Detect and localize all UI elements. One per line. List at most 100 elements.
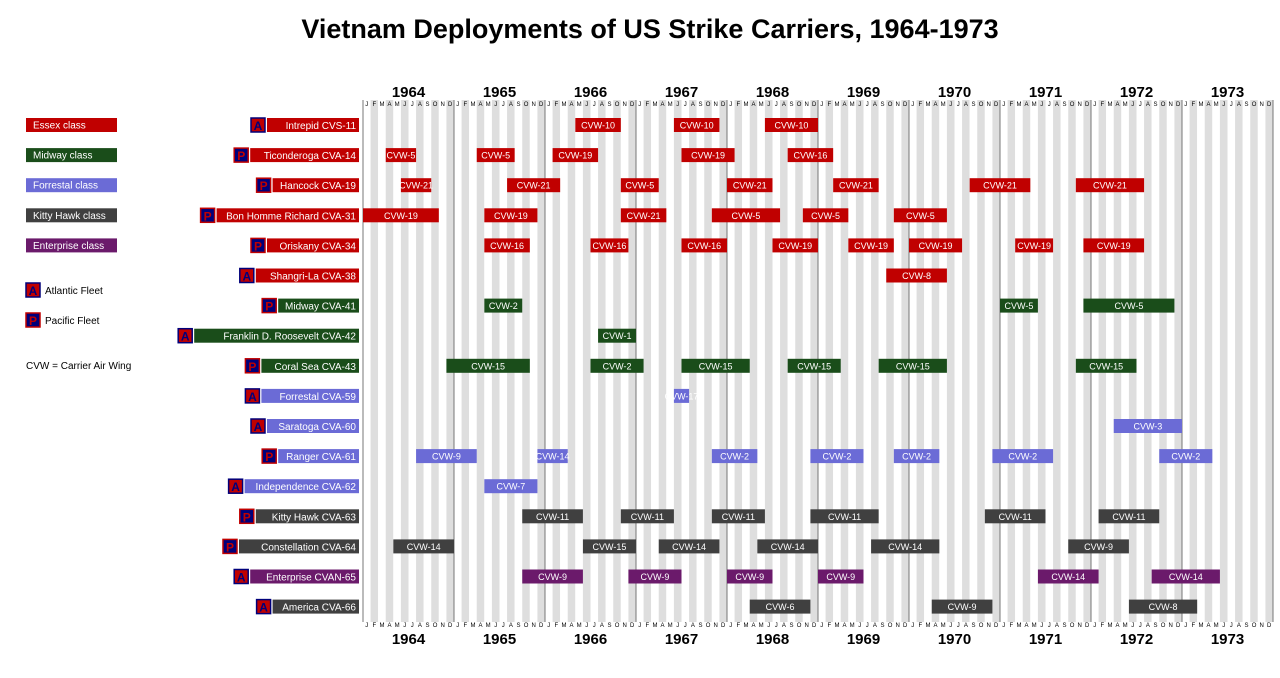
fleet-letter: P [243, 510, 251, 524]
month-tick-label-top: M [1016, 102, 1021, 108]
month-tick-label-top: D [903, 102, 908, 108]
month-tick-label-top: J [775, 102, 778, 108]
deployment-label: CVW-19 [919, 241, 953, 251]
deployment-label: CVW-19 [558, 151, 592, 161]
deployment-bar [711, 509, 765, 524]
deployment-label: CVW-14 [771, 542, 805, 552]
month-tick-label-top: J [593, 102, 596, 108]
deployment-label: CVW-11 [1112, 512, 1145, 522]
deployment-label: CVW-14 [672, 542, 706, 552]
month-tick-label-bottom: A [934, 623, 938, 629]
month-tick-label-top: N [804, 102, 808, 108]
year-label-bottom: 1966 [574, 631, 607, 648]
month-tick-label-bottom: A [509, 623, 513, 629]
month-stripe [992, 100, 1000, 622]
ship-name: Intrepid CVS-11 [286, 121, 357, 132]
month-stripe [378, 100, 386, 622]
month-stripe [1250, 100, 1258, 622]
deployment-label: CVW-14 [407, 542, 441, 552]
deployment-label: CVW-5 [386, 151, 415, 161]
legend-class-swatch [26, 208, 117, 223]
month-stripe [673, 100, 682, 622]
month-stripe [1022, 100, 1031, 622]
month-tick-label-top: J [547, 102, 550, 108]
month-tick-label-bottom: A [1025, 623, 1029, 629]
month-stripe [1174, 100, 1182, 622]
month-tick-label-top: M [1214, 102, 1219, 108]
month-tick-label-top: A [752, 102, 756, 108]
ship-name: Constellation CVA-64 [261, 542, 356, 553]
month-tick-label-top: M [668, 102, 673, 108]
deployment-label: CVW-5 [1005, 301, 1034, 311]
month-tick-label-bottom: M [668, 623, 673, 629]
deployment-label: CVW-15 [699, 361, 733, 371]
ship-label-box [267, 419, 359, 433]
deployment-label: CVW-3 [1133, 422, 1162, 432]
month-tick-label-bottom: J [949, 623, 952, 629]
month-tick-label-top: J [1131, 102, 1134, 108]
month-tick-label-bottom: S [516, 623, 520, 629]
month-tick-label-top: M [1198, 102, 1203, 108]
deployment-bar [893, 208, 947, 223]
deployment-bar [681, 238, 727, 253]
deployment-bar [484, 208, 538, 223]
deployment-label: CVW-5 [481, 151, 510, 161]
year-label-bottom: 1967 [665, 631, 698, 648]
deployment-label: CVW-2 [489, 301, 518, 311]
deployment-bar [711, 208, 781, 223]
month-tick-label-top: A [418, 102, 422, 108]
month-tick-label-bottom: J [1040, 623, 1043, 629]
deployment-label: CVW-10 [680, 121, 714, 131]
year-label-top: 1967 [665, 84, 698, 101]
month-tick-label-bottom: S [1062, 623, 1066, 629]
deployment-bar [1151, 569, 1220, 584]
month-tick-label-top: A [1025, 102, 1029, 108]
year-label-bottom: 1964 [392, 631, 426, 648]
legend-fleet-label: Pacific Fleet [45, 316, 100, 327]
month-tick-label-top: O [979, 102, 984, 108]
month-tick-label-bottom: A [418, 623, 422, 629]
fleet-badge [244, 358, 261, 374]
month-tick-label-bottom: J [1184, 623, 1187, 629]
fleet-letter: A [237, 571, 246, 585]
month-tick-label-top: J [494, 102, 497, 108]
month-tick-label-bottom: A [1207, 623, 1211, 629]
month-tick-label-bottom: A [843, 623, 847, 629]
year-label-bottom: 1973 [1211, 631, 1244, 648]
month-stripe [871, 100, 879, 622]
month-tick-label-top: J [456, 102, 459, 108]
month-tick-label-bottom: S [425, 623, 429, 629]
deployment-bar [931, 599, 993, 614]
month-tick-label-bottom: D [994, 623, 999, 629]
deployment-label: CVW-15 [593, 542, 627, 552]
fleet-badge [261, 448, 277, 464]
deployment-bar [416, 449, 477, 464]
month-tick-label-top: A [691, 102, 695, 108]
deployment-label: CVW-10 [775, 121, 809, 131]
month-stripe [780, 100, 788, 622]
month-tick-label-bottom: N [895, 623, 899, 629]
month-tick-label-top: M [834, 102, 839, 108]
deployment-label: CVW-6 [766, 602, 795, 612]
deployment-label: CVW-2 [902, 452, 931, 462]
month-tick-label-top: S [1062, 102, 1066, 108]
month-tick-label-top: D [630, 102, 635, 108]
deployment-label: CVW-9 [1084, 542, 1113, 552]
month-tick-label-bottom: F [555, 623, 559, 629]
month-tick-label-bottom: A [1146, 623, 1150, 629]
month-tick-label-bottom: D [903, 623, 908, 629]
month-stripe [1068, 100, 1076, 622]
legend-fleet-badge [25, 312, 41, 328]
month-tick-label-top: S [1153, 102, 1157, 108]
month-stripe [1257, 100, 1266, 622]
deployment-bar [787, 358, 841, 373]
month-tick-label-bottom: A [691, 623, 695, 629]
fleet-letter: P [237, 149, 245, 163]
month-tick-label-top: J [1222, 102, 1225, 108]
month-stripe [423, 100, 432, 622]
legend-class-label: Enterprise class [33, 241, 104, 252]
month-tick-label-top: A [1055, 102, 1059, 108]
month-tick-label-top: O [1070, 102, 1075, 108]
month-tick-label-bottom: M [850, 623, 855, 629]
month-tick-label-top: F [464, 102, 468, 108]
